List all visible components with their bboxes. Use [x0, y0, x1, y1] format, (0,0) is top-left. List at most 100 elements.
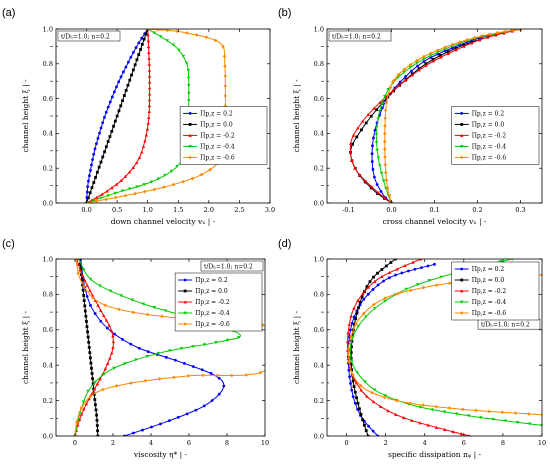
data-point [90, 186, 94, 190]
data-point [352, 322, 356, 326]
data-point [225, 338, 230, 342]
data-point [383, 162, 388, 167]
data-point [372, 175, 376, 179]
data-point [447, 406, 452, 410]
data-point [421, 285, 426, 290]
data-point [179, 347, 184, 351]
legend-label: Πp,z = 0.2 [200, 111, 233, 118]
data-point [371, 144, 374, 148]
data-point [353, 166, 357, 170]
data-point [114, 182, 119, 186]
data-point [210, 399, 214, 402]
data-point [372, 106, 376, 110]
annotation-box [57, 30, 121, 42]
data-point [80, 278, 84, 282]
legend-marker [459, 155, 464, 160]
data-point [390, 89, 395, 93]
data-point [379, 189, 383, 193]
panel-letter: (b) [278, 7, 291, 19]
data-point [443, 427, 447, 432]
y-tick-label: 0.0 [314, 199, 324, 207]
data-point [350, 368, 354, 372]
data-point [120, 189, 125, 193]
data-point [372, 388, 377, 392]
data-point [145, 355, 149, 359]
data-point [495, 31, 500, 35]
data-point [182, 361, 186, 365]
chart-panel-1: (a) 0.0 0.5 1.0 1.5 2.0 2.5 3.0 0.0 0.2 0.4 0.6 0.8 1… [2, 7, 275, 226]
data-point [129, 381, 133, 385]
data-point [402, 70, 406, 74]
x-tick-label: 0.5 [112, 206, 122, 214]
data-point [147, 50, 151, 54]
data-point [351, 334, 354, 337]
data-point [91, 382, 95, 386]
data-point [88, 191, 92, 195]
data-point [123, 174, 128, 178]
series-line [74, 259, 265, 436]
data-point [113, 332, 117, 336]
data-point [258, 370, 263, 375]
data-point [160, 314, 164, 319]
data-point [370, 160, 374, 163]
data-point [101, 387, 105, 392]
data-point [147, 56, 151, 60]
data-point [104, 197, 108, 202]
x-tick-label: 2.0 [204, 206, 214, 214]
data-point [385, 186, 390, 190]
data-point [366, 112, 370, 117]
y-tick-label: 0.2 [314, 397, 324, 405]
data-point [92, 152, 96, 156]
legend-marker [460, 289, 464, 293]
data-point [347, 368, 351, 372]
data-point [194, 408, 198, 412]
data-point [173, 358, 177, 362]
legend-label: Πp,z = -0.4 [195, 310, 230, 317]
legend-label: Πp,z = -0.6 [195, 321, 230, 328]
y-tick-label: 0.0 [43, 432, 53, 440]
legend-marker [183, 289, 187, 293]
data-point [112, 90, 116, 94]
data-point [83, 309, 87, 313]
data-point [356, 298, 360, 302]
data-point [503, 29, 507, 34]
legend-marker [460, 112, 464, 115]
data-point [87, 174, 91, 178]
data-point [376, 117, 380, 121]
data-point [383, 394, 388, 398]
data-point [85, 295, 89, 298]
legend-label: Πp,z = 0.0 [472, 122, 505, 129]
data-point [371, 302, 376, 307]
data-point [82, 294, 86, 297]
data-point [362, 311, 366, 316]
data-point [500, 410, 505, 415]
data-point [355, 311, 359, 315]
data-point [137, 53, 141, 56]
data-point [112, 124, 115, 128]
legend-marker [459, 311, 464, 315]
data-point [191, 365, 195, 368]
data-point [108, 100, 112, 104]
data-point [78, 268, 82, 272]
data-point [398, 80, 402, 84]
data-point [126, 60, 130, 64]
x-tick-label: 0.0 [81, 206, 91, 214]
data-point [111, 340, 116, 344]
data-point [117, 307, 121, 312]
data-point [269, 362, 273, 366]
data-point [356, 324, 360, 329]
data-point [159, 422, 162, 426]
data-point [380, 102, 384, 106]
data-point [365, 394, 369, 398]
data-point [95, 142, 98, 146]
data-point [112, 366, 116, 370]
legend-marker [460, 300, 464, 304]
data-point [384, 178, 389, 183]
data-point [386, 93, 390, 97]
x-tick-label: 10 [261, 439, 269, 447]
data-point [147, 62, 151, 66]
data-point [113, 195, 118, 200]
x-tick-label: 0.1 [429, 206, 439, 214]
data-point [528, 422, 532, 426]
data-point [156, 351, 161, 356]
